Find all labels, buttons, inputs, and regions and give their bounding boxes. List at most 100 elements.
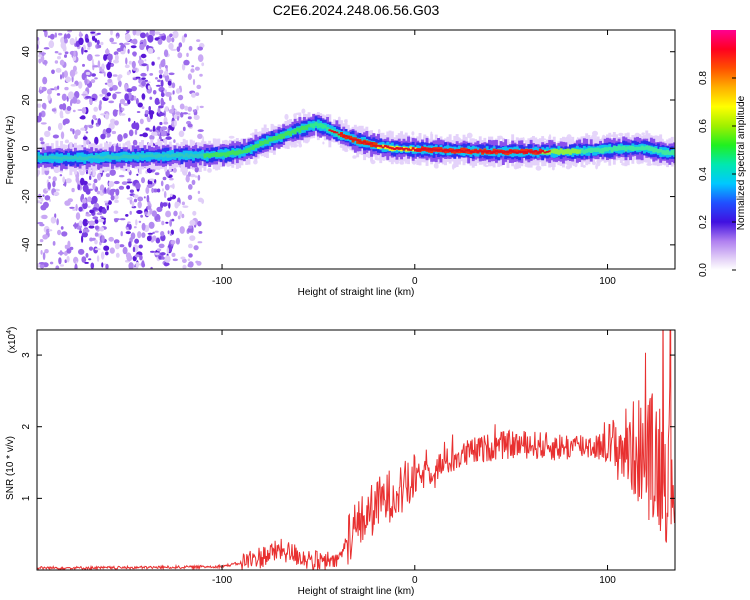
noise-blob — [61, 231, 68, 237]
ridge-cell — [506, 150, 510, 154]
noise-blob — [54, 60, 59, 64]
ridge-cell — [83, 157, 87, 161]
noise-blob — [104, 263, 107, 266]
ridge-cell — [425, 148, 429, 151]
ridge-cell — [522, 151, 526, 154]
noise-blob — [192, 78, 196, 86]
ridge-cell — [284, 132, 288, 135]
x-tick-label: -100 — [212, 575, 232, 586]
noise-blob — [92, 65, 99, 68]
noise-blob — [64, 86, 69, 91]
ridge-cell — [633, 147, 637, 149]
noise-blob — [154, 172, 160, 176]
noise-blob — [130, 232, 136, 240]
noise-blob — [85, 139, 90, 145]
ridge-cell — [592, 149, 595, 152]
noise-blob — [187, 116, 192, 120]
noise-blob — [150, 250, 155, 253]
ridge-cell — [414, 148, 417, 152]
ridge-cell — [467, 149, 471, 152]
noise-blob — [411, 131, 415, 136]
noise-blob — [172, 183, 175, 190]
ridge-cell — [80, 157, 84, 159]
noise-blob — [175, 237, 180, 245]
noise-blob — [66, 255, 70, 263]
noise-blob — [96, 124, 100, 127]
noise-blob — [101, 88, 108, 95]
noise-blob — [158, 69, 164, 75]
noise-blob — [84, 50, 88, 53]
noise-blob — [64, 259, 67, 264]
ridge-cell — [409, 146, 413, 151]
noise-blob — [59, 59, 65, 66]
noise-blob — [134, 238, 140, 244]
ridge-cell — [469, 150, 473, 153]
noise-blob — [173, 210, 178, 217]
y-tick-label: 40 — [21, 46, 32, 58]
noise-blob — [173, 139, 176, 144]
ridge-cell — [101, 156, 105, 158]
ridge-cell — [437, 148, 440, 152]
noise-blob — [201, 198, 205, 204]
noise-blob — [94, 232, 99, 237]
noise-blob — [74, 222, 77, 230]
noise-blob — [135, 219, 138, 226]
noise-blob — [171, 104, 175, 111]
ridge-cell — [423, 147, 427, 151]
ridge-cell — [622, 145, 626, 151]
ridge-cell — [356, 139, 360, 141]
noise-blob — [55, 265, 60, 269]
ridge-cell — [217, 153, 221, 158]
noise-blob — [181, 201, 185, 206]
snr-multiplier-base: (x10 — [7, 333, 18, 353]
ridge-cell — [608, 147, 612, 150]
noise-blob — [99, 93, 104, 97]
noise-blob — [46, 88, 52, 95]
ridge-cell — [201, 154, 205, 156]
noise-blob — [114, 242, 120, 250]
noise-blob — [91, 119, 94, 125]
ridge-cell — [367, 141, 371, 145]
noise-blob — [145, 32, 149, 38]
ridge-cell — [397, 147, 401, 150]
ridge-cell — [178, 155, 181, 157]
ridge-cell — [370, 142, 373, 145]
noise-blob — [154, 252, 160, 256]
noise-blob — [47, 126, 52, 131]
svg-text:(x104): (x104) — [6, 327, 18, 354]
ridge-cell — [53, 157, 57, 159]
ridge-cell — [143, 154, 147, 157]
ridge-cell — [383, 144, 387, 147]
noise-blob — [78, 37, 84, 46]
noise-blob — [38, 58, 42, 64]
noise-blob — [60, 74, 62, 80]
noise-blob — [165, 91, 172, 97]
noise-blob — [176, 115, 180, 121]
ridge-cell — [349, 137, 353, 140]
noise-blob — [100, 41, 104, 46]
noise-blob — [118, 185, 125, 190]
noise-blob — [94, 38, 98, 43]
noise-blob — [171, 37, 175, 43]
noise-blob — [155, 77, 158, 80]
ridge-cell — [131, 156, 135, 159]
noise-blob — [158, 255, 162, 260]
noise-blob — [157, 38, 163, 45]
ridge-cell — [316, 123, 320, 129]
noise-blob — [115, 252, 120, 258]
noise-blob — [160, 252, 166, 256]
ridge-cell — [129, 155, 133, 159]
noise-blob — [135, 30, 142, 36]
noise-blob — [88, 246, 94, 251]
noise-blob — [123, 133, 128, 139]
ridge-cell — [124, 156, 128, 159]
noise-blob — [51, 69, 55, 75]
noise-blob — [69, 38, 76, 46]
noise-blob — [135, 261, 139, 268]
ridge-cell — [434, 148, 438, 152]
ridge-cell — [205, 154, 209, 157]
ridge-cell — [222, 152, 225, 155]
ridge-cell — [67, 157, 70, 160]
ridge-cell — [527, 150, 531, 153]
ridge-cell — [303, 127, 306, 130]
